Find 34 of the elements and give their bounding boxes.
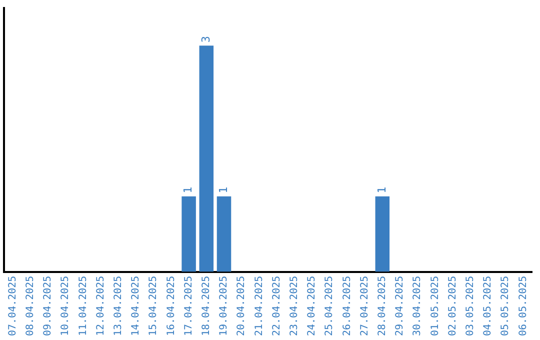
x-tick-label: 16.04.2025 [166,276,177,336]
x-tick-label: 09.04.2025 [42,276,54,336]
data-label: 3 [199,36,212,43]
x-tick-label: 21.04.2025 [254,276,265,336]
x-tick-label: 15.04.2025 [148,276,160,336]
x-tick-label: 08.04.2025 [24,276,36,336]
x-tick-label: 30.04.2025 [412,276,424,336]
x-tick-label: 28.04.2025 [376,276,388,336]
x-tick-label: 27.04.2025 [359,276,370,336]
data-label: 1 [216,186,230,194]
x-tick-label: 18.04.2025 [200,276,212,336]
x-tick-label: 02.05.2025 [447,276,458,336]
x-tick-label: 06.05.2025 [518,276,529,336]
data-label: 1 [375,186,388,194]
x-tick-label: 17.04.2025 [183,276,194,336]
x-tick-label: 19.04.2025 [218,276,230,336]
x-tick-label: 20.04.2025 [236,276,248,336]
x-tick-label: 12.04.2025 [95,276,106,336]
x-tick-label: 23.04.2025 [288,276,300,336]
x-tick-label: 04.05.2025 [482,276,494,336]
x-tick-label: 11.04.2025 [78,276,89,336]
x-tick-label: 26.04.2025 [342,276,353,336]
x-tick-label: 10.04.2025 [60,276,72,336]
x-tick-label: 05.05.2025 [500,276,512,336]
x-tick-label: 01.05.2025 [430,276,441,336]
x-tick-label: 13.04.2025 [112,276,124,336]
x-tick-label: 25.04.2025 [324,276,336,336]
x-tick-label: 03.05.2025 [464,276,476,336]
x-tick-label: 22.04.2025 [271,276,282,336]
x-tick-label: 24.04.2025 [306,276,318,336]
x-tick-label: 29.04.2025 [394,276,406,336]
x-tick-label: 14.04.2025 [130,276,142,336]
x-tick-label: 07.04.2025 [7,276,18,336]
data-label: 1 [182,186,195,194]
